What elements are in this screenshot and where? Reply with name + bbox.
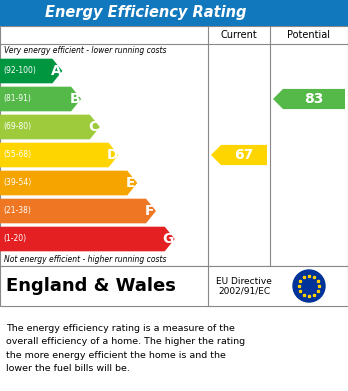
Text: (1-20): (1-20) xyxy=(3,235,26,244)
Polygon shape xyxy=(211,145,267,165)
Polygon shape xyxy=(0,87,81,111)
Text: G: G xyxy=(163,232,174,246)
Text: (39-54): (39-54) xyxy=(3,179,31,188)
Text: (69-80): (69-80) xyxy=(3,122,31,131)
Text: E: E xyxy=(126,176,135,190)
Text: Current: Current xyxy=(221,30,258,40)
Text: (21-38): (21-38) xyxy=(3,206,31,215)
Text: (81-91): (81-91) xyxy=(3,95,31,104)
Text: The energy efficiency rating is a measure of the
overall efficiency of a home. T: The energy efficiency rating is a measur… xyxy=(6,324,245,373)
Text: Not energy efficient - higher running costs: Not energy efficient - higher running co… xyxy=(4,255,166,264)
Text: EU Directive: EU Directive xyxy=(216,276,272,285)
Text: 83: 83 xyxy=(304,92,324,106)
Text: 67: 67 xyxy=(234,148,254,162)
Polygon shape xyxy=(0,171,137,196)
Text: B: B xyxy=(69,92,80,106)
Text: D: D xyxy=(106,148,118,162)
Polygon shape xyxy=(0,59,62,83)
Circle shape xyxy=(293,270,325,302)
Bar xyxy=(0,26,348,266)
Text: C: C xyxy=(88,120,98,134)
Polygon shape xyxy=(0,227,175,251)
Bar xyxy=(0,0,348,26)
Polygon shape xyxy=(0,115,100,139)
Text: England & Wales: England & Wales xyxy=(6,277,176,295)
Bar xyxy=(0,266,348,306)
Text: A: A xyxy=(50,64,61,78)
Text: 2002/91/EC: 2002/91/EC xyxy=(218,287,270,296)
Polygon shape xyxy=(273,89,345,109)
Polygon shape xyxy=(0,199,156,223)
Text: (55-68): (55-68) xyxy=(3,151,31,160)
Text: Potential: Potential xyxy=(287,30,331,40)
Text: F: F xyxy=(145,204,154,218)
Text: Energy Efficiency Rating: Energy Efficiency Rating xyxy=(45,5,247,20)
Polygon shape xyxy=(0,143,119,167)
Text: (92-100): (92-100) xyxy=(3,66,36,75)
Text: Very energy efficient - lower running costs: Very energy efficient - lower running co… xyxy=(4,46,166,55)
